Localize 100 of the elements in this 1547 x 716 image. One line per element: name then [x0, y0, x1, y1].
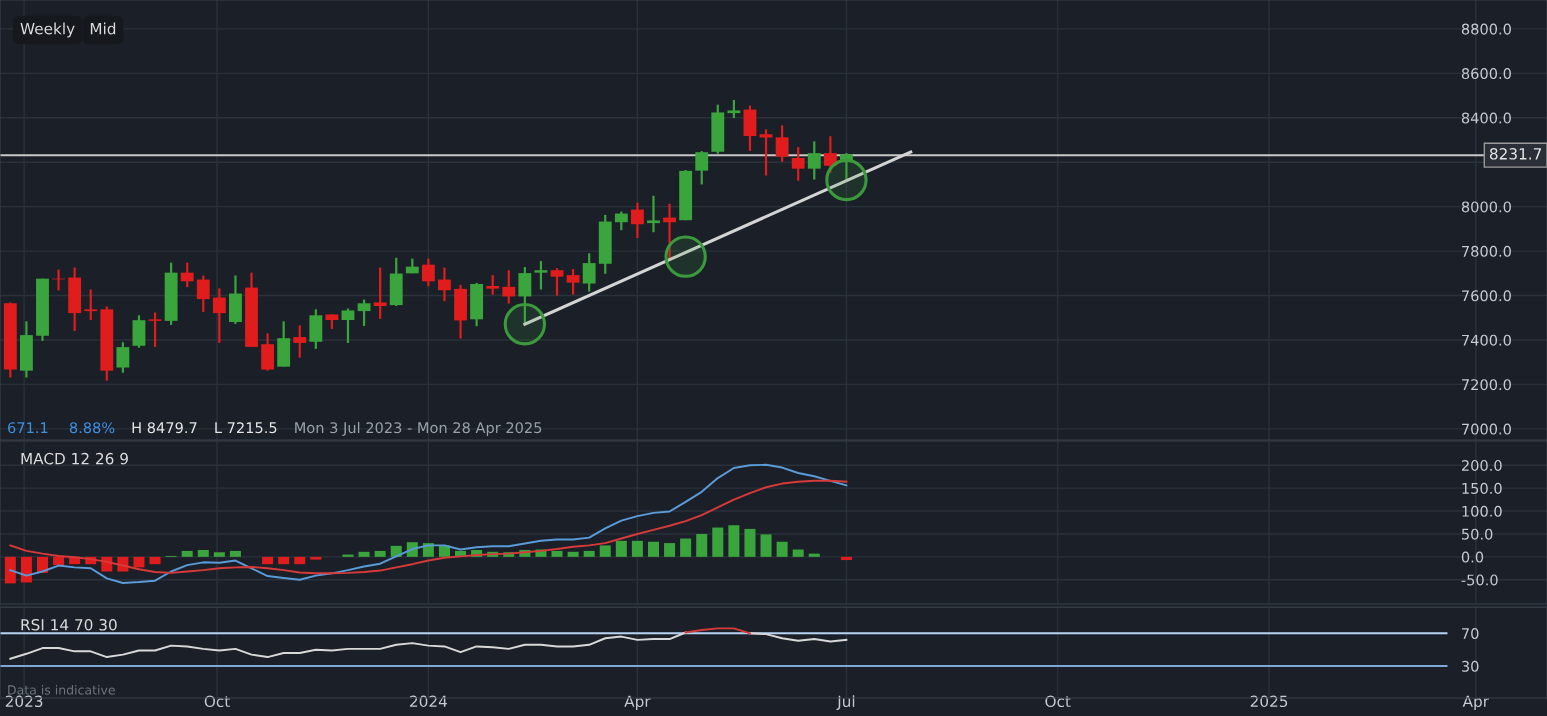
annotation: 8.88%: [69, 422, 115, 434]
candlestick: [566, 267, 580, 296]
bar: [278, 556, 290, 565]
y-tick-label: 7200.0: [1462, 379, 1511, 391]
annotation: H 8479.7: [132, 422, 197, 434]
bar: [551, 550, 563, 557]
annotation: Mid: [90, 22, 116, 35]
y-tick-label: 8800.0: [1461, 23, 1511, 35]
y-tick-label: 7600.0: [1462, 290, 1511, 302]
bar: [567, 551, 579, 557]
candlestick: [212, 287, 226, 344]
point: [825, 158, 868, 202]
annotation: Data is indicative: [8, 684, 115, 695]
bar: [358, 551, 370, 557]
bar: [712, 527, 724, 557]
candlestick: [534, 259, 548, 291]
annotation: 671.1: [8, 422, 48, 434]
x-tick-label: Apr: [1462, 695, 1490, 711]
bar: [680, 538, 692, 557]
bar: [615, 540, 627, 557]
ref-line-label: 8231.7: [1489, 148, 1542, 160]
candlestick: [357, 298, 371, 328]
candlestick: [695, 149, 709, 186]
y-tick-label: 7000.0: [1462, 423, 1511, 435]
x-tick-label: 2025: [1250, 695, 1288, 708]
bar: [133, 556, 145, 568]
bar: [664, 543, 676, 557]
x-tick-label: 2024: [410, 695, 447, 708]
candlestick: [180, 261, 194, 289]
y-tick-label: 200.0: [1461, 459, 1502, 471]
bar: [294, 556, 306, 565]
bar: [808, 553, 820, 557]
candlestick: [148, 311, 162, 348]
bar: [631, 540, 643, 557]
bar: [760, 534, 772, 557]
y-tick-label: 8600.0: [1461, 68, 1511, 80]
annotation: RSI 14 70 30: [21, 618, 117, 631]
candlestick: [630, 201, 644, 240]
bar: [262, 556, 274, 565]
y-tick-label: 70: [1462, 628, 1479, 640]
bar: [213, 552, 225, 557]
bar: [149, 556, 161, 565]
y-tick-label: 8000.0: [1461, 201, 1511, 213]
y-tick-label: 8400.0: [1461, 112, 1511, 124]
candlestick: [116, 341, 130, 374]
y-tick-label: 7800.0: [1462, 245, 1511, 257]
bar: [181, 550, 193, 557]
line-series: [9, 463, 848, 584]
candlestick: [518, 265, 532, 326]
bar: [374, 550, 386, 557]
candlestick: [647, 194, 660, 234]
point: [664, 235, 707, 278]
bar: [792, 549, 804, 557]
annotation: Mon 3 Jul 2023 - Mon 28 Apr 2025: [295, 421, 542, 437]
candlestick: [438, 266, 451, 303]
candlestick: [84, 288, 98, 322]
annotation: L 7215.5: [215, 422, 277, 434]
y-tick-label: 30: [1462, 660, 1479, 672]
bar: [599, 545, 611, 557]
candlestick: [823, 135, 837, 174]
candlestick: [582, 252, 596, 293]
candlestick: [807, 140, 821, 181]
bar: [197, 549, 209, 557]
x-tick-label: Oct: [1045, 695, 1071, 708]
candlestick: [421, 257, 435, 288]
candlestick: [341, 307, 355, 344]
bar: [647, 541, 659, 557]
bar: [53, 556, 65, 566]
x-tick-label: Jul: [836, 695, 855, 710]
bar: [696, 533, 708, 557]
candlestick: [791, 146, 805, 182]
candlestick: [502, 269, 516, 305]
line-series: [9, 479, 848, 575]
bar: [728, 525, 740, 557]
y-tick-label: 0.0: [1461, 551, 1484, 563]
bar: [4, 556, 16, 584]
point: [503, 303, 547, 346]
bar: [840, 556, 852, 561]
y-tick-label: 150.0: [1462, 482, 1502, 494]
bar: [583, 550, 595, 557]
bar: [310, 556, 322, 560]
candlestick: [550, 267, 564, 297]
annotation: Weekly: [20, 22, 75, 38]
y-tick-label: 100.0: [1462, 505, 1502, 517]
candlestick: [293, 324, 307, 359]
candlestick: [775, 124, 789, 163]
y-tick-label: 7400.0: [1462, 334, 1511, 346]
candlestick: [614, 210, 628, 232]
y-tick-label: -50.0: [1461, 574, 1498, 586]
candlestick: [486, 273, 500, 296]
candlestick: [373, 266, 387, 320]
bar: [342, 554, 354, 557]
candlestick: [840, 151, 853, 182]
candlestick: [759, 128, 773, 177]
bar: [229, 550, 241, 557]
candlestick: [196, 274, 210, 314]
annotation: MACD 12 26 9: [21, 452, 128, 465]
bar: [744, 528, 756, 557]
x-tick-label: 2023: [5, 695, 43, 708]
y-tick-label: 50.0: [1462, 528, 1493, 540]
